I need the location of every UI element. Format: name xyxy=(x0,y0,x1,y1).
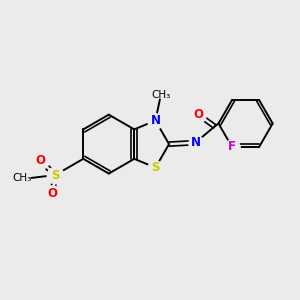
Text: O: O xyxy=(36,154,46,167)
Text: N: N xyxy=(190,136,200,149)
Text: F: F xyxy=(228,140,236,154)
Text: CH₃: CH₃ xyxy=(152,90,171,100)
Text: O: O xyxy=(194,108,203,121)
Text: CH₃: CH₃ xyxy=(13,173,32,183)
Text: S: S xyxy=(151,161,160,174)
Text: O: O xyxy=(47,187,57,200)
Text: N: N xyxy=(151,114,160,127)
Text: S: S xyxy=(51,169,60,182)
